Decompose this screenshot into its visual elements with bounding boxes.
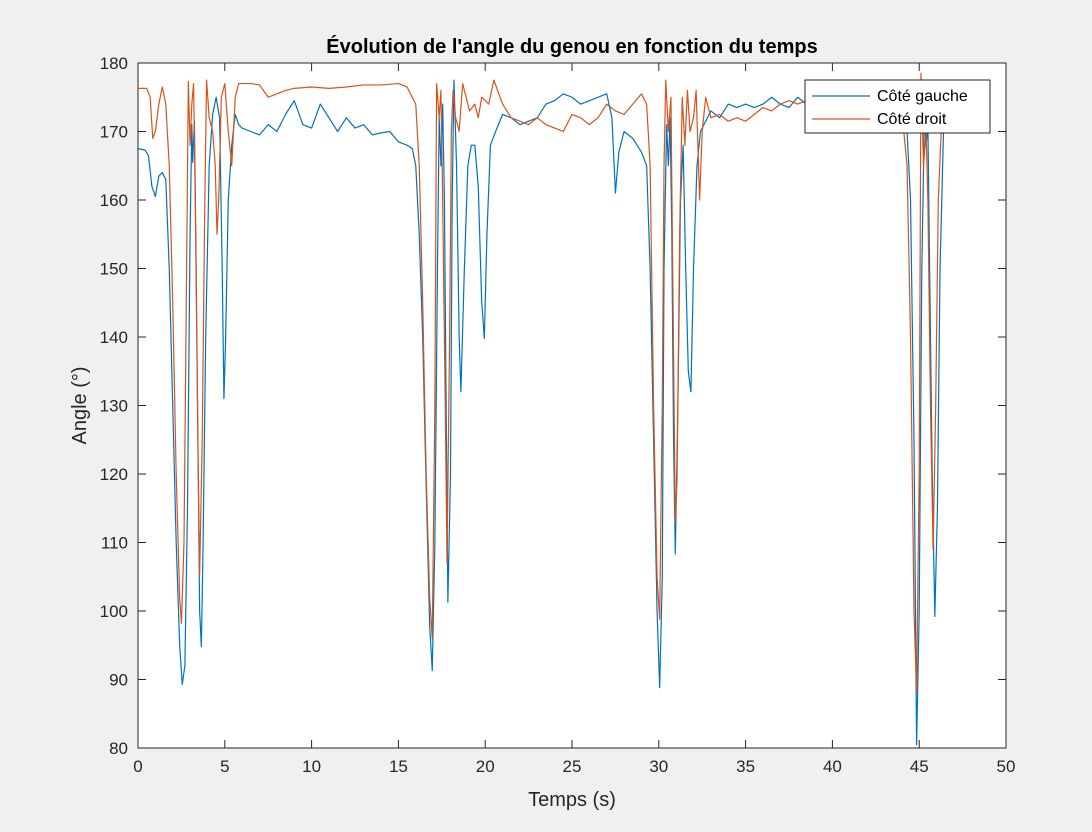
x-tick-label: 0 [133, 757, 142, 776]
x-tick-label: 5 [220, 757, 229, 776]
y-tick-label: 160 [100, 191, 128, 210]
y-tick-label: 80 [109, 739, 128, 758]
legend: Côté gauche Côté droit [804, 79, 991, 134]
x-tick-label: 45 [910, 757, 929, 776]
x-tick-label: 50 [997, 757, 1016, 776]
x-tick-label: 25 [563, 757, 582, 776]
x-tick-label: 20 [476, 757, 495, 776]
y-tick-label: 130 [100, 397, 128, 416]
y-tick-label: 150 [100, 260, 128, 279]
x-axis-label: Temps (s) [528, 789, 616, 811]
y-tick-label: 100 [100, 602, 128, 621]
chart-title: Évolution de l'angle du genou en fonctio… [326, 35, 817, 58]
x-tick-label: 35 [736, 757, 755, 776]
legend-box [804, 79, 991, 134]
x-tick-label: 10 [302, 757, 321, 776]
y-axis-label: Angle (°) [69, 366, 91, 444]
legend-label-cote-gauche: Côté gauche [877, 88, 968, 105]
x-axis-ticks: 0 5 10 15 20 25 30 35 40 45 50 [133, 63, 1015, 776]
y-tick-label: 180 [100, 54, 128, 73]
series-line-cote-droit [138, 72, 955, 694]
y-tick-label: 170 [100, 123, 128, 142]
x-tick-label: 40 [823, 757, 842, 776]
y-axis-ticks: 80 90 100 110 120 130 140 150 160 170 180 [100, 54, 1006, 758]
plot-area [137, 62, 1007, 749]
y-tick-label: 120 [100, 465, 128, 484]
y-tick-label: 140 [100, 328, 128, 347]
y-tick-label: 90 [109, 671, 128, 690]
x-tick-label: 30 [649, 757, 668, 776]
y-tick-label: 110 [101, 534, 128, 553]
x-tick-label: 15 [389, 757, 408, 776]
legend-label-cote-droit: Côté droit [877, 111, 947, 128]
